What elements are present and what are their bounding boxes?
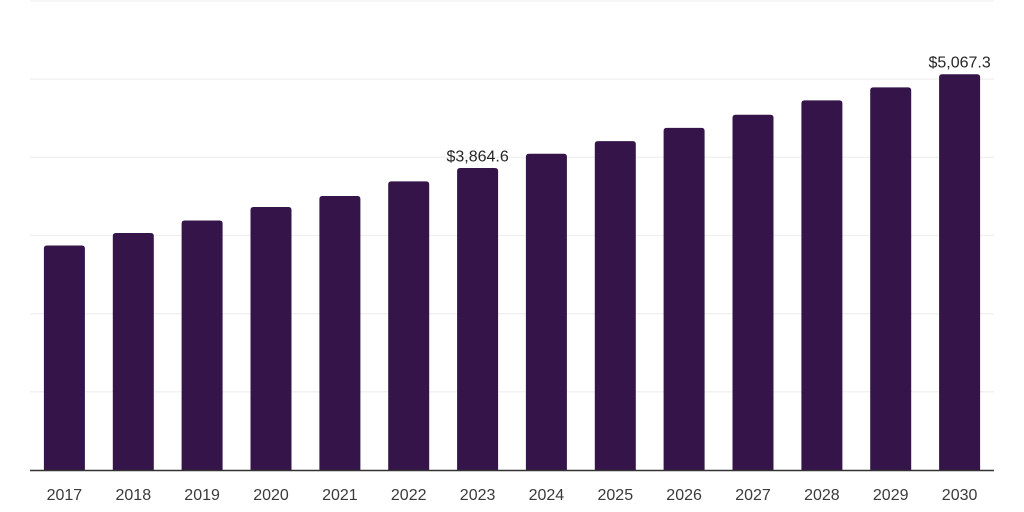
svg-text:2028: 2028: [804, 487, 840, 504]
svg-text:2021: 2021: [322, 487, 358, 504]
svg-text:$5,067.3: $5,067.3: [928, 55, 990, 72]
svg-text:$3,864.6: $3,864.6: [446, 149, 508, 166]
svg-text:2029: 2029: [873, 487, 909, 504]
svg-text:2024: 2024: [529, 487, 565, 504]
svg-text:2022: 2022: [391, 487, 427, 504]
svg-text:2019: 2019: [184, 487, 220, 504]
svg-text:2027: 2027: [735, 487, 771, 504]
svg-text:2018: 2018: [116, 487, 152, 504]
svg-text:2017: 2017: [47, 487, 83, 504]
svg-text:2020: 2020: [253, 487, 289, 504]
svg-text:2026: 2026: [666, 487, 702, 504]
svg-text:2025: 2025: [598, 487, 634, 504]
svg-text:2030: 2030: [942, 487, 978, 504]
svg-text:2023: 2023: [460, 487, 496, 504]
